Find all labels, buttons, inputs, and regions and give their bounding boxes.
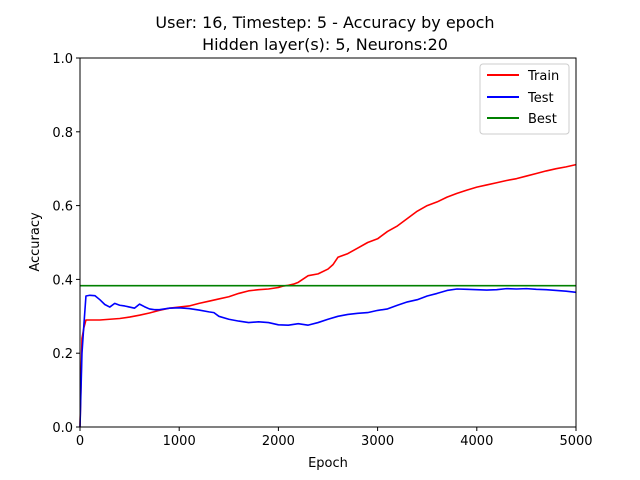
legend-label-best: Best [528,112,557,127]
legend-label-test: Test [527,91,554,106]
y-tick-label: 0.0 [52,421,73,436]
ticks-layer: 0 1000 2000 3000 4000 5000 0.0 0.2 0.4 0.6 0.8 1.0 [52,52,592,449]
x-tick-label: 4000 [460,434,493,449]
y-axis-label: Accuracy [28,212,43,272]
y-tick-label: 1.0 [52,52,73,67]
plot-frame [79,57,577,428]
legend: Train Test Best [479,63,570,135]
y-tick-label: 0.8 [52,126,73,141]
y-tick-label: 0.4 [52,273,73,288]
chart-title: User: 16, Timestep: 5 - Accuracy by epoc… [155,13,494,32]
y-tick-label: 0.6 [52,200,73,215]
x-tick-label: 2000 [262,434,295,449]
series-layer [79,163,577,428]
y-tick-label: 0.2 [52,347,73,362]
series-line-test [79,287,577,428]
x-tick-label: 1000 [163,434,196,449]
chart-subtitle: Hidden layer(s): 5, Neurons:20 [202,35,448,54]
x-tick-label: 5000 [559,434,592,449]
x-axis-label: Epoch [308,456,348,471]
x-tick-label: 3000 [361,434,394,449]
series-line-train [79,163,577,428]
legend-box [479,63,570,135]
x-tick-label: 0 [76,434,84,449]
legend-label-train: Train [527,69,559,84]
